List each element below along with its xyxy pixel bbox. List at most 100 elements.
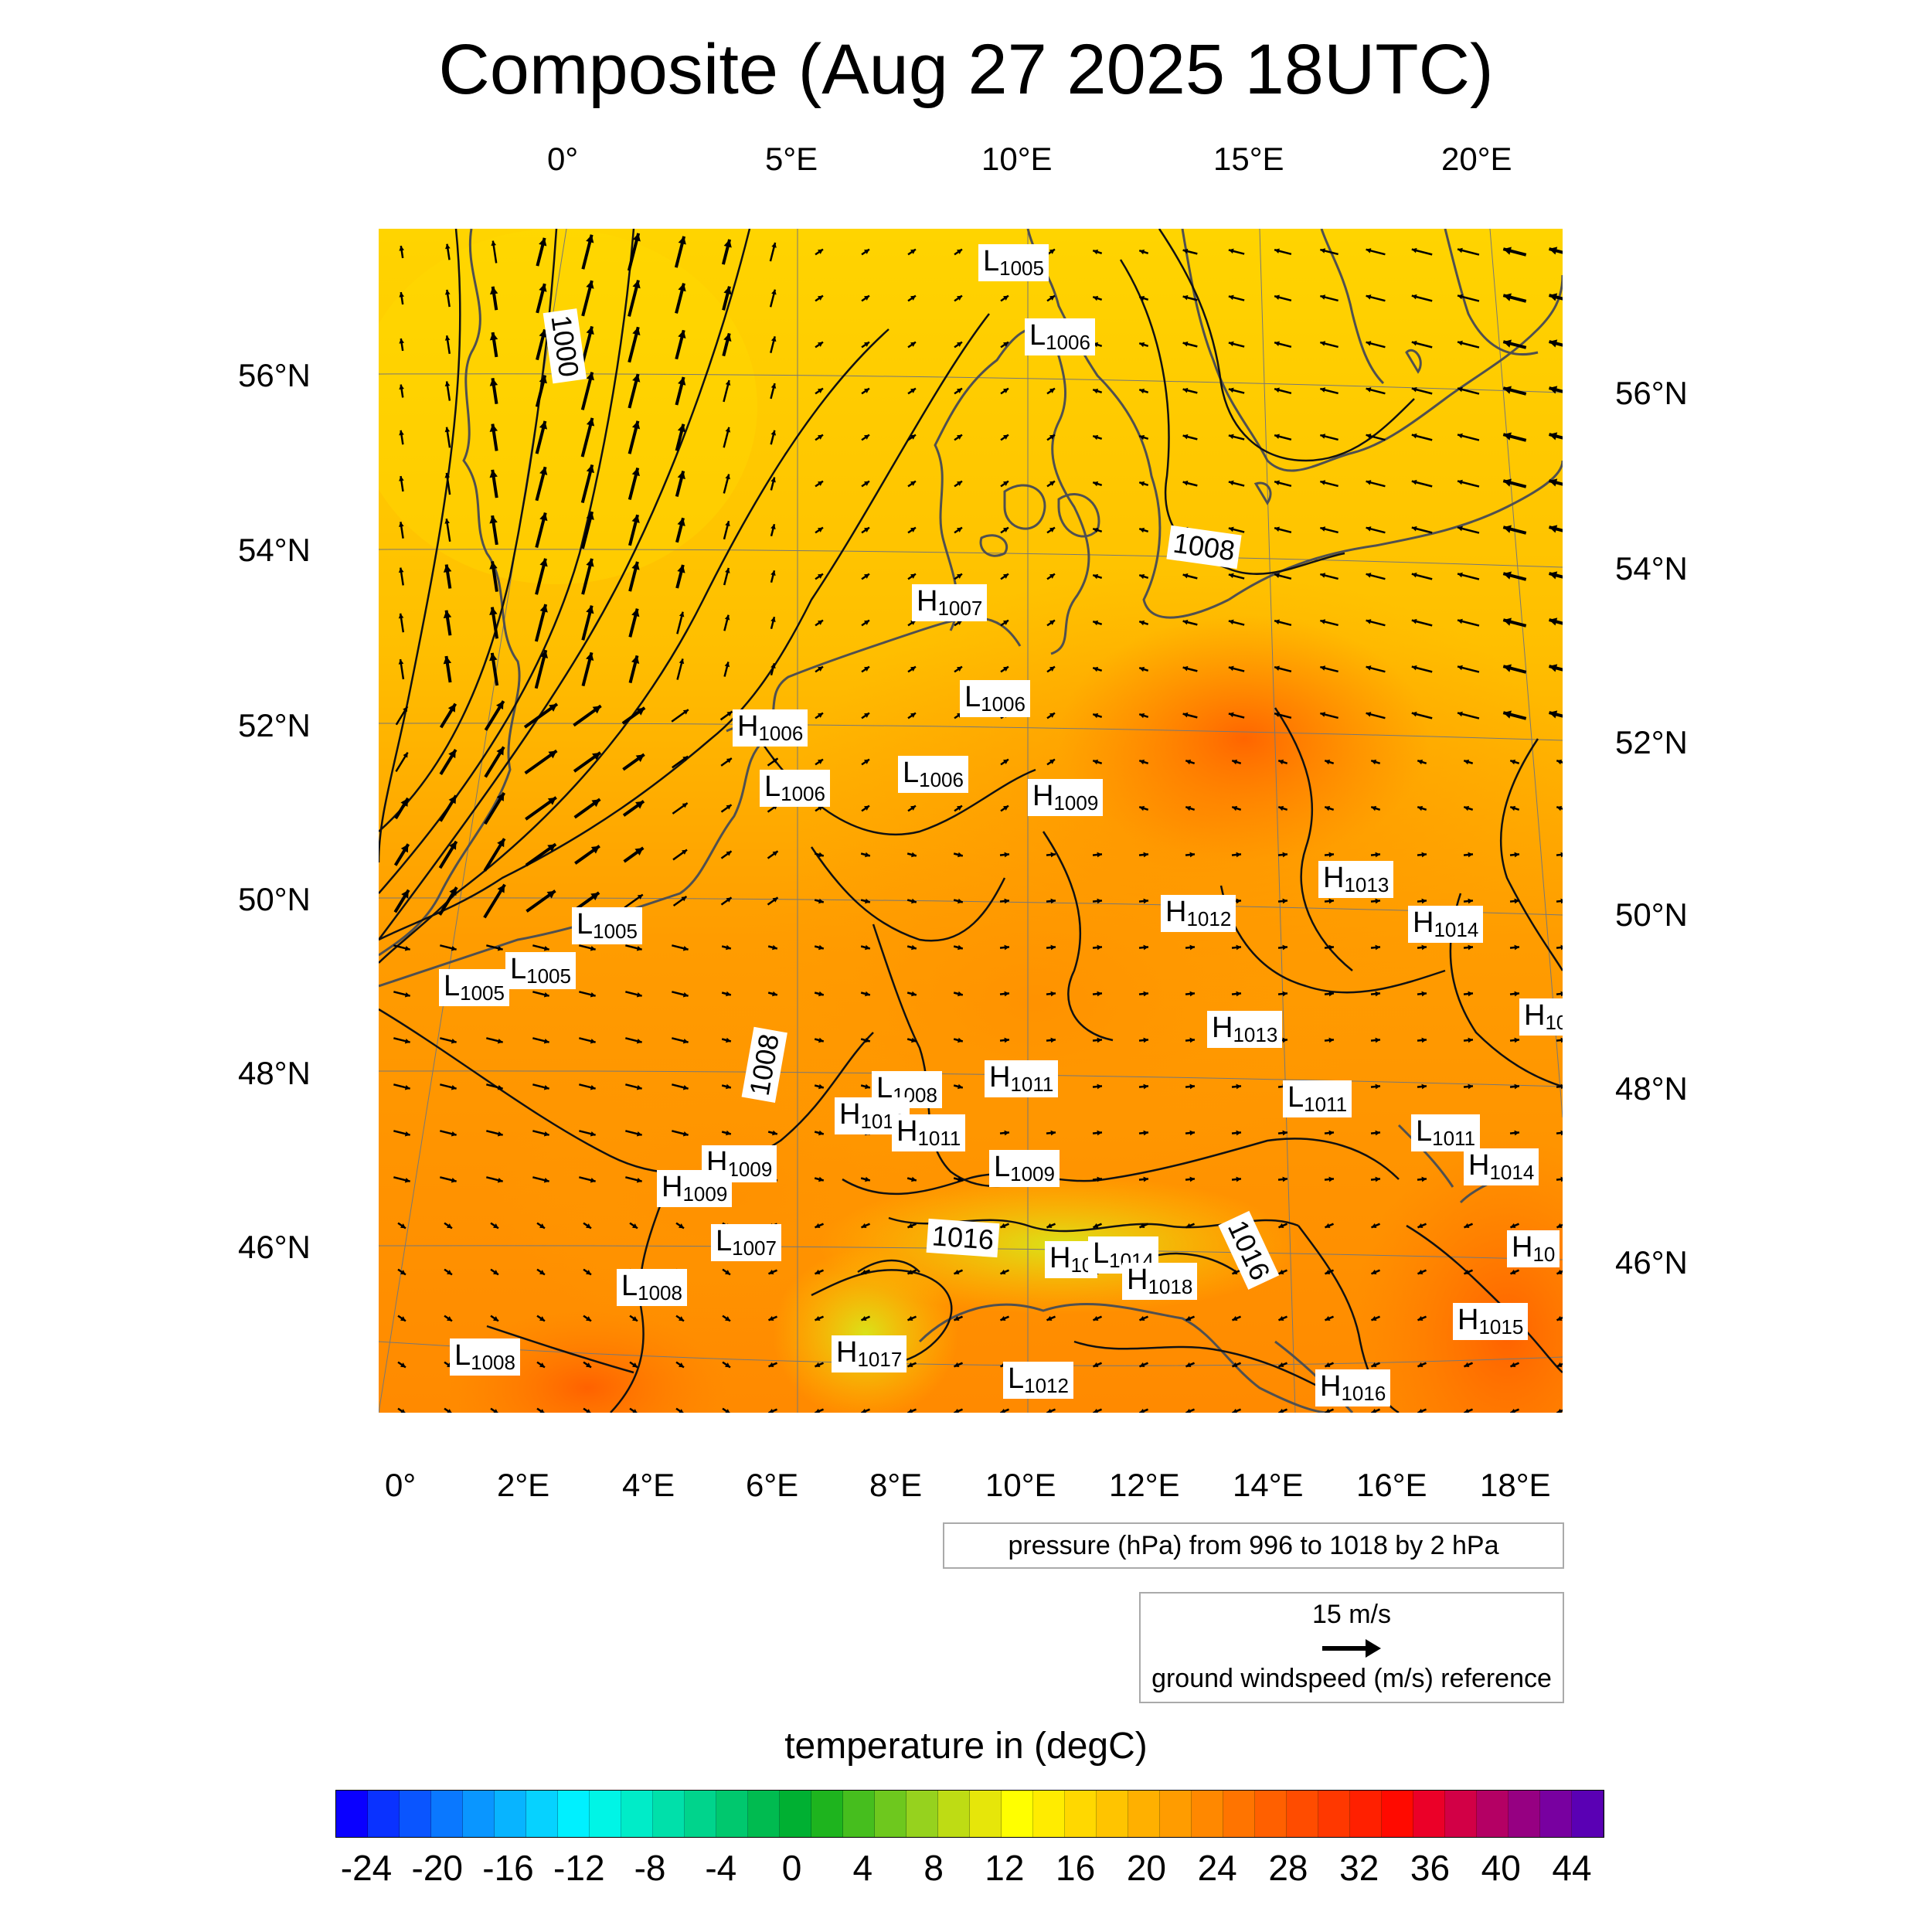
wind-arrowhead [1458,618,1463,624]
wind-arrowhead [911,991,917,997]
wind-arrowhead [1139,805,1145,811]
wind-arrowhead [865,898,870,904]
wind-arrowhead [1464,759,1470,765]
wind-arrowhead [1050,898,1056,904]
wind-arrowhead [1046,1223,1053,1229]
wind-arrowhead [1139,434,1145,440]
wind-arrowhead [865,944,870,951]
wind-arrowhead [1050,852,1056,858]
left-lat-label: 52°N [238,707,311,743]
wind-arrowhead [1002,759,1009,764]
wind-arrowhead [910,295,916,301]
wind-arrowhead [863,481,869,486]
wind-arrowhead [493,1409,498,1413]
wind-arrowhead [1411,294,1417,300]
wind-arrowhead [1417,1315,1423,1321]
wind-arrowhead [1510,1362,1516,1368]
wind-arrowhead [771,242,777,248]
wind-arrowhead [1411,711,1417,717]
colorbar-swatch [1160,1791,1192,1837]
right-lat-label: 54°N [1615,550,1688,587]
wind-arrowhead [489,423,498,432]
map-title: Composite (Aug 27 2025 18UTC) [438,30,1494,109]
wind-arrowhead [1556,805,1563,811]
wind-arrowhead [865,852,870,858]
hot-region [1352,1133,1563,1413]
wind-arrowhead [400,844,409,853]
wind-arrowhead [1549,247,1558,255]
wind-arrowhead [585,1362,591,1368]
high-pressure-label: H1011 [985,1060,1059,1097]
wind-arrowhead [496,792,505,801]
wind-arrowhead [679,658,685,665]
wind-arrowhead [399,338,405,344]
colorbar-swatch [1350,1791,1382,1837]
wind-arrowhead [1097,852,1102,858]
wind-arrowhead [865,1083,870,1090]
wind-arrowhead [1278,1362,1284,1368]
wind-arrowhead [404,992,410,998]
left-lat-label: 50°N [238,881,311,917]
wind-arrowhead [1093,434,1099,440]
wind-arrowhead [1232,759,1238,765]
wind-arrowhead [817,759,823,764]
wind-arrowhead [1325,1362,1331,1368]
wind-arrowhead [1371,1315,1377,1321]
wind-arrowhead [635,801,644,809]
wind-arrowhead [586,1409,591,1413]
weather-map[interactable]: 1000 1008 1008 1016 1016 L1005 L1006 H10… [379,229,1563,1413]
wind-arrowhead [451,1038,457,1044]
wind-arrowhead [1503,247,1512,255]
wind-arrowhead [817,342,823,347]
wind-arrowhead [590,992,596,998]
wind-arrowhead [1093,527,1099,533]
high-pressure-label: H1017 [832,1335,907,1372]
colorbar-swatch [1572,1791,1604,1837]
wind-arrowhead [585,1270,591,1275]
wind-arrowhead [1503,664,1512,672]
wind-arrowhead [1274,434,1280,439]
wind-arrowhead [1236,1130,1241,1136]
wind-reference-caption: ground windspeed (m/s) reference [1151,1664,1552,1693]
wind-arrowhead [677,423,686,433]
wind-arrowhead [1049,527,1055,532]
wind-arrowhead [1093,620,1099,626]
wind-arrowhead [1046,1408,1053,1413]
wind-arrowhead [489,607,498,615]
wind-arrowhead [1000,1315,1006,1321]
wind-arrowhead [1093,573,1099,580]
wind-arrowhead [444,519,451,524]
wind-arrowhead [404,1177,410,1183]
wind-arrowhead [815,1223,821,1229]
wind-arrowhead [1411,386,1417,393]
low-pressure-label: L1008 [450,1338,520,1376]
wind-arrowhead [772,897,778,903]
wind-arrowhead [1366,341,1372,346]
wind-arrowhead [400,1316,406,1321]
wind-arrowhead [1556,1362,1563,1368]
wind-reference-box: 15 m/s ground windspeed (m/s) reference [1139,1592,1564,1703]
wind-arrowhead [726,897,732,903]
wind-arrowhead [1468,898,1473,904]
wind-arrowhead [1514,991,1519,997]
high-pressure-label: H10 [1519,998,1563,1036]
wind-arrowhead [772,758,778,764]
colorbar-label: -8 [634,1848,666,1888]
wind-arrowhead [1189,852,1195,858]
wind-arrowhead [1320,387,1326,393]
wind-arrowhead [1464,1408,1470,1413]
wind-arrowhead [907,1315,913,1321]
wind-arrowhead [770,477,776,483]
colorbar-label: 32 [1339,1848,1379,1888]
wind-arrowhead [1049,434,1055,440]
wind-arrowhead [1002,620,1009,625]
colorbar-label: 20 [1126,1848,1166,1888]
wind-arrowhead [1139,666,1145,672]
wind-arrowhead [1139,342,1145,348]
wind-arrowhead [1411,618,1417,624]
wind-arrowhead [861,1408,867,1413]
wind-arrowhead [957,898,963,904]
wind-arrowhead [863,249,869,254]
wind-arrowhead [1139,388,1145,394]
wind-arrowhead [770,524,776,530]
